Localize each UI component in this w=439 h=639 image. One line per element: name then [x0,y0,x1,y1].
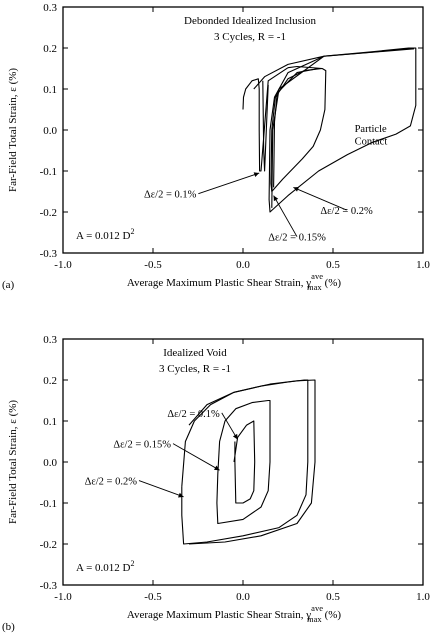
annotation-label: Δε/2 = 0.15% [268,233,326,244]
annotation-label: Δε/2 = 0.2% [320,206,373,217]
annotation-label: Δε/2 = 0.1% [144,190,197,201]
series-line-1 [233,420,256,504]
y-tick-label: -0.3 [40,580,58,592]
annotation-arrow [172,443,220,471]
series-line-3 [181,379,309,545]
y-tick-label: -0.3 [40,248,58,260]
x-tick-label: -0.5 [144,591,162,603]
y-tick-label: -0.2 [40,539,57,551]
annotation-arrowhead [293,187,299,192]
y-tick-label: 0.1 [43,416,57,428]
x-tick-label: 1.0 [416,259,430,271]
x-tick-label: 0.0 [236,259,250,271]
y-tick-label: 0.0 [43,125,57,137]
annotation-label: Δε/2 = 0.2% [85,477,138,488]
x-axis-label-sup-b: ave [311,603,323,613]
annotation-label: Δε/2 = 0.15% [113,440,171,451]
x-tick-label: 0.5 [326,259,340,271]
y-tick-label: 0.2 [43,375,57,387]
area-note-a: A = 0.012 D2 [76,227,134,242]
curves-b [181,379,316,545]
y-tick-label: 0.2 [43,43,57,55]
series-line-3 [253,47,417,213]
annotation-arrow [198,172,260,195]
y-tick-label: 0.3 [43,2,57,14]
plot-frame-b [62,338,424,586]
annotation-arrowhead [232,433,238,440]
y-tick-label: 0.3 [43,334,57,346]
area-note-b: A = 0.012 D2 [76,559,134,574]
y-tick-label: -0.2 [40,207,57,219]
annotation-arrowhead [253,172,260,178]
annotation-label: Δε/2 = 0.1% [167,409,220,420]
x-axis-label-b: Average Maximum Plastic Shear Strain, γa… [127,603,342,624]
y-tick-label: -0.1 [40,498,57,510]
chart-title-a: Debonded Idealized Inclusion [184,15,316,27]
annotation-arrow [293,186,347,211]
panel-b: -1.0 -0.5 0.0 0.5 1.0 -0.3 -0.2 -0.1 0.0 0.1 0.2 0.… [2,334,430,633]
series-line-6 [271,48,415,208]
panel-label-a: (a) [2,279,15,291]
annotation-arrowhead [178,492,184,498]
x-tick-label: -0.5 [144,259,162,271]
annotation-arrow [273,195,298,237]
series-line-2 [270,65,327,193]
panel-a: -1.0 -0.5 0.0 0.5 1.0 -0.3 -0.2 -0.1 0.0 0.1 0.2 0.… [2,2,430,292]
x-tick-label: 0.5 [326,591,340,603]
chart-subtitle-a: 3 Cycles, R = -1 [214,31,286,43]
annotation-arrowhead [214,465,220,471]
x-tick-label: -1.0 [54,591,72,603]
x-axis-label-unit-b: (%) [325,609,342,621]
x-axis-label-sub-b: max [307,614,322,624]
x-tick-label: 1.0 [416,591,430,603]
annotation-arrowhead [273,195,279,202]
x-axis-label-sub-a: max [307,282,322,292]
annotation-arrow [221,412,238,440]
annotation-label: Contact [355,136,388,147]
x-tick-label: 0.0 [236,591,250,603]
area-note-sup-a: 2 [130,227,134,236]
x-axis-label-sup-a: ave [311,271,323,281]
area-note-text-a: A = 0.012 D [76,230,131,242]
series-line-4 [188,379,316,545]
x-axis-label-unit-a: (%) [325,277,342,289]
x-tick-label: -1.0 [54,259,72,271]
x-axis-label-text-b: Average Maximum Plastic Shear Strain, γ [127,609,311,621]
y-axis-label-b: Far-Field Total Strain, ε (%) [7,400,19,524]
chart-title-b: Idealized Void [163,347,227,359]
area-note-text-b: A = 0.012 D [76,562,131,574]
y-tick-label: -0.1 [40,166,57,178]
series-line-2 [216,399,271,525]
y-axis-label-a: Far-Field Total Strain, ε (%) [7,68,19,192]
x-axis-label-a: Average Maximum Plastic Shear Strain, γa… [127,271,342,292]
y-tick-label: 0.0 [43,457,57,469]
annotation-label: Particle [355,124,387,135]
panel-label-b: (b) [2,621,15,633]
area-note-sup-b: 2 [130,559,134,568]
annotations-b: Δε/2 = 0.1% Δε/2 = 0.15% Δε/2 = 0.2% [85,409,238,498]
ticks-a: -1.0 -0.5 0.0 0.5 1.0 -0.3 -0.2 -0.1 0.0 0.1 0.2 0.… [40,2,431,271]
ticks-b: -1.0 -0.5 0.0 0.5 1.0 -0.3 -0.2 -0.1 0.0 0.1 0.2 0.… [40,334,431,603]
curves-a [242,47,417,213]
series-line-4 [262,80,269,172]
x-axis-label-text-a: Average Maximum Plastic Shear Strain, γ [127,277,311,289]
y-tick-label: 0.1 [43,84,57,96]
chart-subtitle-b: 3 Cycles, R = -1 [159,363,231,375]
annotation-arrow [138,480,184,498]
